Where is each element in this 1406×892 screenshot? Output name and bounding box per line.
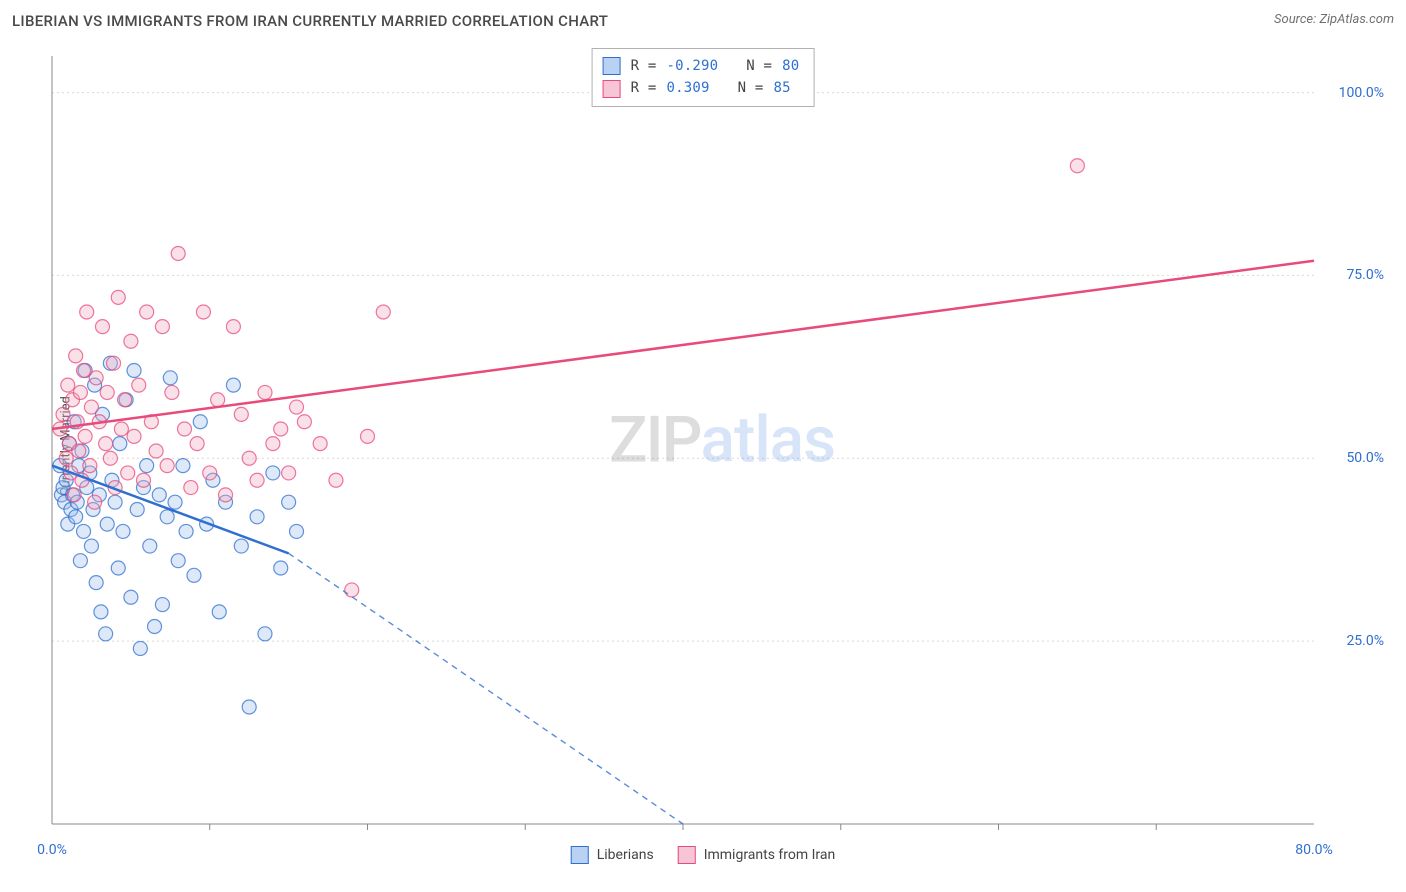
chart-title: LIBERIAN VS IMMIGRANTS FROM IRAN CURRENT… bbox=[12, 12, 608, 30]
stats-n-value-0: 80 bbox=[782, 55, 799, 77]
series-legend-item-1: Immigrants from Iran bbox=[678, 846, 836, 864]
stats-swatch-iran bbox=[603, 80, 621, 98]
series-swatch-iran bbox=[678, 846, 696, 864]
stats-r-value-1: 0.309 bbox=[666, 77, 709, 99]
x-tick-label: 80.0% bbox=[1295, 842, 1333, 858]
source-value: ZipAtlas.com bbox=[1319, 12, 1394, 27]
y-tick-label: 25.0% bbox=[1346, 633, 1384, 649]
y-tick-label: 75.0% bbox=[1346, 267, 1384, 283]
stats-n-value-1: 85 bbox=[774, 77, 791, 99]
stats-r-label: R = bbox=[631, 55, 657, 77]
stats-r-value-0: -0.290 bbox=[666, 55, 718, 77]
stats-legend-row-0: R = -0.290 N = 80 bbox=[603, 55, 800, 77]
series-legend: Liberians Immigrants from Iran bbox=[571, 846, 836, 864]
stats-n-label: N = bbox=[746, 55, 772, 77]
series-legend-item-0: Liberians bbox=[571, 846, 654, 864]
x-tick-label: 0.0% bbox=[37, 842, 67, 858]
y-tick-label: 50.0% bbox=[1346, 450, 1384, 466]
source-attribution: Source: ZipAtlas.com bbox=[1274, 12, 1394, 27]
stats-r-label: R = bbox=[631, 77, 657, 99]
stats-swatch-liberians bbox=[603, 57, 621, 75]
series-label-1: Immigrants from Iran bbox=[704, 847, 836, 863]
y-tick-label: 100.0% bbox=[1339, 85, 1384, 101]
series-label-0: Liberians bbox=[597, 847, 654, 863]
series-swatch-liberians bbox=[571, 846, 589, 864]
stats-n-label: N = bbox=[738, 77, 764, 99]
stats-legend-row-1: R = 0.309 N = 85 bbox=[603, 77, 800, 99]
stats-legend: R = -0.290 N = 80 R = 0.309 N = 85 bbox=[592, 48, 815, 107]
scatter-chart-svg bbox=[50, 48, 1394, 832]
chart-plot-area: ZIPatlas 25.0%50.0%75.0%100.0% bbox=[50, 48, 1394, 832]
source-label: Source: bbox=[1274, 12, 1316, 27]
